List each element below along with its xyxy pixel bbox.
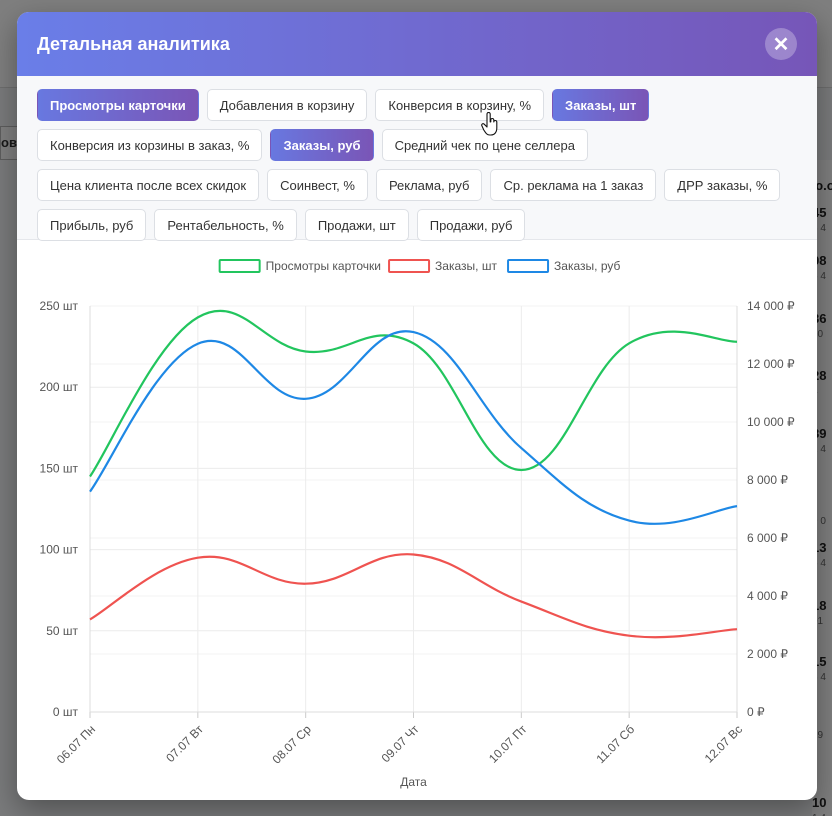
y-right-tick-label: 2 000 ₽ [747, 647, 788, 661]
metric-filter-list: Просмотры карточки Добавления в корзину Ко… [17, 76, 817, 241]
y-right-tick-label: 10 000 ₽ [747, 415, 795, 429]
metric-filter-chip[interactable]: ДРР заказы, % [664, 169, 781, 201]
metric-filter-chip[interactable]: Цена клиента после всех скидок [37, 169, 260, 201]
close-icon: ✕ [772, 33, 790, 56]
metric-filter-chip[interactable]: Заказы, руб [270, 129, 374, 161]
metric-filter-label: Прибыль, руб [50, 217, 134, 233]
metric-filter-chip[interactable]: Добавления в корзину [206, 89, 368, 121]
y-right-tick-label: 8 000 ₽ [747, 473, 788, 487]
hand-cursor-icon [481, 112, 498, 136]
metric-filter-label: Ср. реклама на 1 заказ [503, 177, 644, 193]
metric-filter-chip[interactable]: Средний чек по цене селлера [381, 129, 588, 161]
metric-filter-chip[interactable]: Продажи, руб [416, 209, 526, 241]
series-line [89, 309, 738, 478]
y-left-tick-label: 150 шт [40, 461, 79, 475]
x-axis-title: Дата [400, 775, 427, 789]
legend-label: Просмотры карточки [266, 259, 381, 273]
metric-filter-chip[interactable]: Продажи, шт [304, 209, 409, 241]
y-left-tick-label: 100 шт [40, 543, 79, 557]
modal-header: Детальная аналитика ✕ [17, 12, 817, 76]
metric-filter-label: Конверсия в корзину, % [388, 97, 532, 113]
analytics-modal: Детальная аналитика ✕ Просмотры карточки… [17, 12, 817, 800]
metric-filter-label: Конверсия из корзины в заказ, % [50, 137, 250, 153]
metric-filter-chip[interactable]: Заказы, шт [552, 89, 650, 121]
y-right-tick-label: 12 000 ₽ [747, 357, 795, 371]
x-tick-label: 11.07 Сб [593, 722, 637, 766]
x-tick-label: 09.07 Чт [379, 722, 422, 765]
metric-filter-chip[interactable]: Прибыль, руб [37, 209, 147, 241]
legend-swatch [507, 259, 550, 273]
metric-filter-chip[interactable]: Соинвест, % [267, 169, 368, 201]
y-right-tick-label: 14 000 ₽ [747, 299, 795, 313]
y-right-tick-label: 4 000 ₽ [747, 589, 788, 603]
metric-filter-chip[interactable]: Конверсия из корзины в заказ, % [37, 129, 263, 161]
metric-filter-label: Рентабельность, % [167, 217, 284, 233]
x-tick-label: 12.07 Вс [702, 722, 745, 765]
metric-filter-chip[interactable]: Реклама, руб [375, 169, 483, 201]
y-left-tick-label: 0 шт [53, 705, 79, 719]
metric-filter-label: Добавления в корзину [219, 97, 355, 113]
modal-title: Детальная аналитика [37, 33, 230, 54]
legend-label: Заказы, руб [554, 259, 620, 273]
legend-label: Заказы, шт [435, 259, 497, 273]
metric-filter-label: Цена клиента после всех скидок [50, 177, 247, 193]
metric-filter-chip[interactable]: Просмотры карточки [37, 89, 199, 121]
x-tick-label: 08.07 Ср [269, 722, 314, 767]
legend-swatch [388, 259, 431, 273]
y-left-tick-label: 50 шт [46, 624, 78, 638]
close-button[interactable]: ✕ [765, 28, 797, 60]
chart-svg: 0 шт 50 шт 100 шт 150 шт 200 шт 250 шт 0 ₽ 2 00… [40, 259, 795, 789]
metric-filter-label: ДРР заказы, % [677, 177, 768, 193]
x-tick-label: 07.07 Вт [163, 722, 206, 765]
metric-filter-label: Соинвест, % [280, 177, 355, 193]
x-tick-label: 06.07 Пн [54, 722, 98, 766]
y-left-tick-label: 250 шт [40, 299, 79, 313]
metric-filter-label: Заказы, руб [283, 137, 361, 153]
legend-swatch [218, 259, 261, 273]
series-line [89, 553, 738, 639]
metric-filter-label: Реклама, руб [388, 177, 470, 193]
x-tick-label: 10.07 Пт [486, 722, 530, 766]
metric-filter-chip[interactable]: Ср. реклама на 1 заказ [490, 169, 657, 201]
metric-filter-chip[interactable]: Рентабельность, % [154, 209, 297, 241]
metric-filter-label: Заказы, шт [565, 97, 637, 113]
series-line [89, 330, 738, 525]
metric-filter-label: Продажи, руб [429, 217, 513, 233]
y-right-tick-label: 6 000 ₽ [747, 531, 788, 545]
y-left-tick-label: 200 шт [40, 380, 79, 394]
line-chart: 0 шт 50 шт 100 шт 150 шт 200 шт 250 шт 0 ₽ 2 00… [17, 240, 817, 800]
y-right-tick-label: 0 ₽ [747, 705, 765, 719]
metric-filter-label: Средний чек по цене селлера [394, 137, 575, 153]
metric-filter-label: Просмотры карточки [50, 97, 186, 113]
metric-filter-chip[interactable]: Конверсия в корзину, % [375, 89, 545, 121]
metric-filter-label: Продажи, шт [317, 217, 396, 233]
